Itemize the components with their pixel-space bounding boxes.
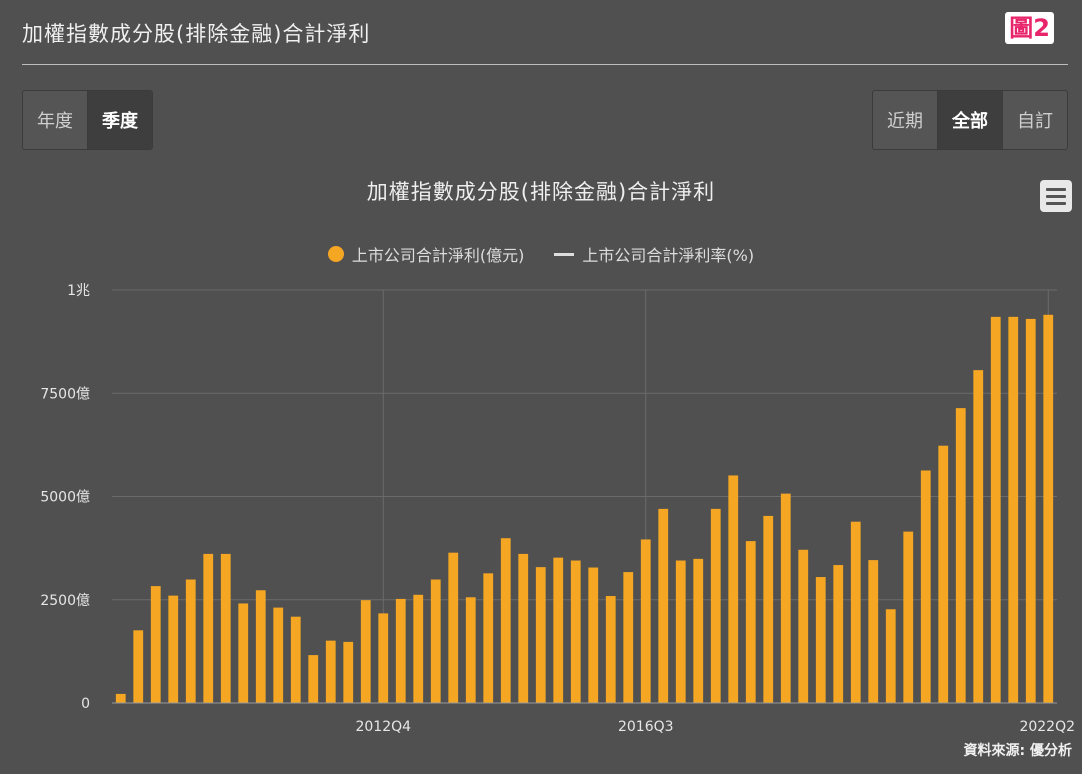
range-custom-button[interactable]: 自訂 — [1017, 111, 1053, 132]
bar-27 — [588, 567, 599, 703]
bar-4 — [185, 579, 196, 703]
range-all-button[interactable]: 全部 — [938, 91, 1003, 149]
bar-42 — [850, 521, 861, 703]
bar-30 — [640, 539, 651, 703]
y-tick-label-1: 2500億 — [40, 593, 90, 609]
bar-21 — [483, 573, 494, 703]
bar-18 — [430, 579, 441, 703]
bar-44 — [885, 609, 896, 703]
bar-31 — [658, 508, 669, 703]
period-annual-button[interactable]: 年度 — [23, 91, 88, 149]
chart-legend: 上市公司合計淨利(億元) 上市公司合計淨利率(%) — [0, 242, 1082, 266]
hamburger-menu-icon[interactable] — [1040, 180, 1072, 212]
bar-11 — [308, 655, 319, 703]
range-toggle: 近期 全部 自訂 — [872, 90, 1068, 150]
source-note: 資料來源: 優分析 — [963, 743, 1072, 759]
x-tick-label-2: 2022Q2 — [1019, 719, 1075, 735]
bar-10 — [290, 616, 301, 703]
bar-14 — [360, 600, 371, 703]
bar-0 — [115, 693, 126, 703]
bar-40 — [815, 577, 826, 703]
bar-48 — [955, 408, 966, 703]
bar-39 — [798, 549, 809, 703]
bar-45 — [903, 531, 914, 703]
bar-6 — [220, 553, 231, 703]
bar-29 — [623, 572, 634, 703]
bar-7 — [238, 603, 249, 703]
bar-20 — [465, 597, 476, 703]
bar-9 — [273, 607, 284, 703]
bar-33 — [693, 558, 704, 703]
bar-46 — [920, 470, 931, 703]
y-tick-label-4: 1兆 — [67, 283, 90, 299]
bar-12 — [325, 640, 336, 703]
bar-chart: 0 2500億 5000億 7500億 1兆 2012Q4 2016Q3 2022Q2 — [40, 283, 1075, 735]
bar-43 — [868, 560, 879, 703]
bar-19 — [448, 552, 459, 703]
bar-53 — [1043, 314, 1054, 703]
bar-17 — [413, 594, 424, 703]
bar-51 — [1008, 316, 1019, 703]
bar-35 — [728, 475, 739, 703]
bar-2 — [150, 586, 161, 703]
bar-52 — [1025, 318, 1036, 703]
y-tick-label-2: 5000億 — [40, 490, 90, 506]
legend-item-net-profit[interactable]: 上市公司合計淨利(億元) — [327, 242, 525, 266]
legend-label-net-margin: 上市公司合計淨利率(%) — [582, 246, 755, 265]
page-title: 加權指數成分股(排除金融)合計淨利 — [22, 22, 371, 46]
bar-36 — [745, 541, 756, 703]
y-tick-label-0: 0 — [81, 696, 90, 712]
legend-label-net-profit: 上市公司合計淨利(億元) — [351, 246, 525, 265]
bar-38 — [780, 493, 791, 703]
bar-25 — [553, 557, 564, 703]
bar-16 — [395, 598, 406, 703]
legend-item-net-margin[interactable]: 上市公司合計淨利率(%) — [554, 242, 754, 266]
period-quarterly-button[interactable]: 季度 — [88, 91, 152, 149]
bar-47 — [938, 445, 949, 703]
range-recent-button[interactable]: 近期 — [873, 91, 938, 149]
bar-26 — [570, 560, 581, 703]
bar-13 — [343, 641, 354, 703]
bar-1 — [133, 630, 144, 703]
bar-34 — [710, 508, 721, 703]
bar-37 — [763, 515, 774, 703]
bar-5 — [203, 553, 214, 703]
x-tick-label-0: 2012Q4 — [355, 719, 411, 735]
bar-24 — [535, 567, 546, 703]
legend-dot-icon — [327, 246, 344, 262]
bar-22 — [500, 538, 511, 703]
bar-15 — [378, 613, 389, 703]
bar-3 — [168, 595, 179, 703]
header-divider — [22, 64, 1068, 65]
figure-badge: 圖2 — [1005, 12, 1054, 44]
bar-50 — [990, 316, 1001, 703]
bar-23 — [518, 553, 529, 703]
bar-28 — [605, 596, 616, 703]
bar-41 — [833, 565, 844, 703]
bar-32 — [675, 560, 686, 703]
x-tick-label-1: 2016Q3 — [618, 719, 674, 735]
y-tick-label-3: 7500億 — [40, 386, 90, 402]
period-toggle: 年度 季度 — [22, 90, 153, 150]
bar-49 — [973, 370, 984, 703]
legend-line-icon — [554, 252, 575, 256]
bar-8 — [255, 590, 266, 703]
chart-title: 加權指數成分股(排除金融)合計淨利 — [366, 180, 716, 204]
